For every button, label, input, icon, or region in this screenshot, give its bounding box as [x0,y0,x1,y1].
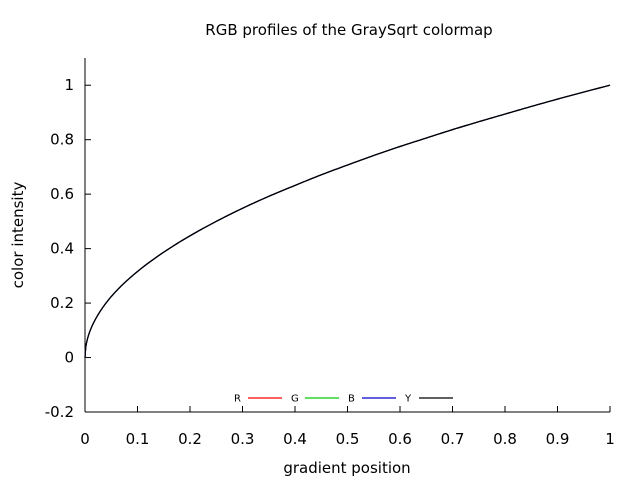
y-axis-label: color intensity [9,182,27,289]
x-ticks: 0 0.1 0.2 0.3 0.4 0.5 0.6 0.7 0.8 0.9 1 [80,406,615,448]
legend-label-y: Y [404,394,412,405]
series-line-r [84,84,611,358]
x-tick-label: 0.7 [441,430,465,448]
series-line-g [84,84,611,358]
chart-title: RGB profiles of the GraySqrt colormap [205,21,492,39]
x-axis-label: gradient position [283,459,410,477]
legend-label-r: R [234,394,241,405]
y-tick-label: 0.6 [50,185,74,203]
x-tick-label: 0.4 [283,430,307,448]
y-tick-label: 1 [64,76,74,94]
x-tick-label: 0.9 [546,430,570,448]
x-tick-label: 0.6 [388,430,412,448]
x-tick-label: 0.3 [231,430,255,448]
y-ticks: -0.2 0 0.2 0.4 0.6 0.8 1 [45,76,91,421]
series-line-y [84,84,611,358]
y-tick-label: 0 [64,349,74,367]
x-tick-label: 0 [80,430,90,448]
x-tick-label: 0.5 [336,430,360,448]
legend-label-b: B [348,394,355,405]
y-tick-label: -0.2 [45,403,74,421]
axes [84,58,610,413]
legend-label-g: G [291,394,299,405]
series-lines [84,84,611,358]
x-tick-label: 0.8 [493,430,517,448]
x-tick-label: 1 [605,430,615,448]
x-tick-label: 0.1 [126,430,150,448]
y-tick-label: 0.8 [50,131,74,149]
y-tick-label: 0.2 [50,294,74,312]
series-line-b [84,84,611,358]
y-tick-label: 0.4 [50,240,74,258]
x-tick-label: 0.2 [178,430,202,448]
